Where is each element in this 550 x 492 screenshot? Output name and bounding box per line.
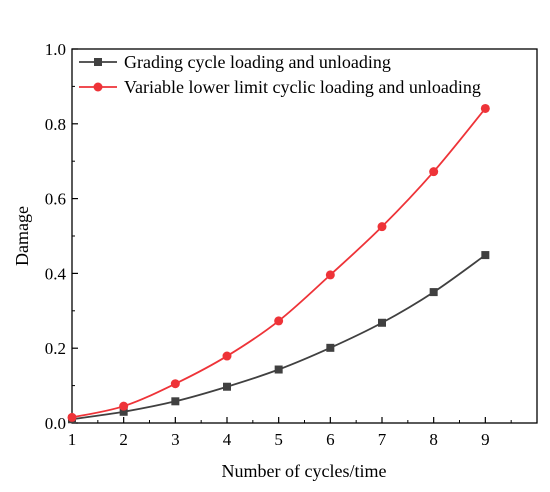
data-point [429, 167, 439, 177]
x-tick-label: 8 [429, 430, 438, 449]
series-layer [67, 103, 490, 424]
data-point [119, 401, 129, 411]
data-point [223, 382, 231, 391]
data-point [429, 288, 438, 297]
data-point [119, 407, 128, 416]
data-point [326, 343, 335, 352]
data-point [222, 351, 232, 361]
y-tick-label: 0.6 [45, 190, 66, 209]
legend-label: Grading cycle loading and unloading [124, 52, 391, 72]
legend-marker [94, 58, 102, 66]
y-axis-title: Damage [12, 206, 32, 266]
data-point [377, 222, 387, 232]
y-tick-label: 0.0 [45, 414, 66, 433]
y-tick-label: 1.0 [45, 40, 66, 59]
x-tick-label: 6 [326, 430, 335, 449]
x-tick-label: 5 [274, 430, 283, 449]
legend-entry: Grading cycle loading and unloading [79, 52, 391, 72]
legend-marker [93, 82, 103, 92]
y-tick-label: 0.8 [45, 115, 66, 134]
series-line [71, 107, 487, 419]
axis-ticks [71, 48, 512, 424]
data-point [274, 316, 284, 326]
data-point [480, 103, 490, 113]
series-1 [68, 251, 490, 424]
series-line [71, 254, 486, 421]
data-point [378, 318, 386, 327]
series-2 [67, 103, 490, 422]
y-tick-label: 0.4 [45, 264, 67, 283]
legend: Grading cycle loading and unloading Varia… [79, 52, 481, 97]
data-point [170, 379, 180, 389]
data-point [171, 397, 180, 406]
tick-labels: 1 2 3 4 5 6 7 8 9 0.0 0.2 0.4 0.6 0.8 1.0 [45, 40, 490, 449]
x-axis-title: Number of cycles/time [222, 461, 387, 481]
y-tick-label: 0.2 [45, 339, 66, 358]
data-point [274, 365, 283, 374]
data-point [67, 412, 77, 422]
x-tick-label: 1 [68, 430, 77, 449]
x-tick-label: 3 [171, 430, 180, 449]
x-tick-label: 9 [481, 430, 490, 449]
x-tick-label: 7 [378, 430, 387, 449]
legend-entry: Variable lower limit cyclic loading and … [79, 77, 481, 97]
data-point [325, 270, 335, 280]
plot-frame [71, 48, 538, 424]
x-tick-label: 4 [223, 430, 232, 449]
legend-label: Variable lower limit cyclic loading and … [124, 77, 481, 97]
data-point [481, 251, 490, 260]
x-tick-label: 2 [119, 430, 128, 449]
